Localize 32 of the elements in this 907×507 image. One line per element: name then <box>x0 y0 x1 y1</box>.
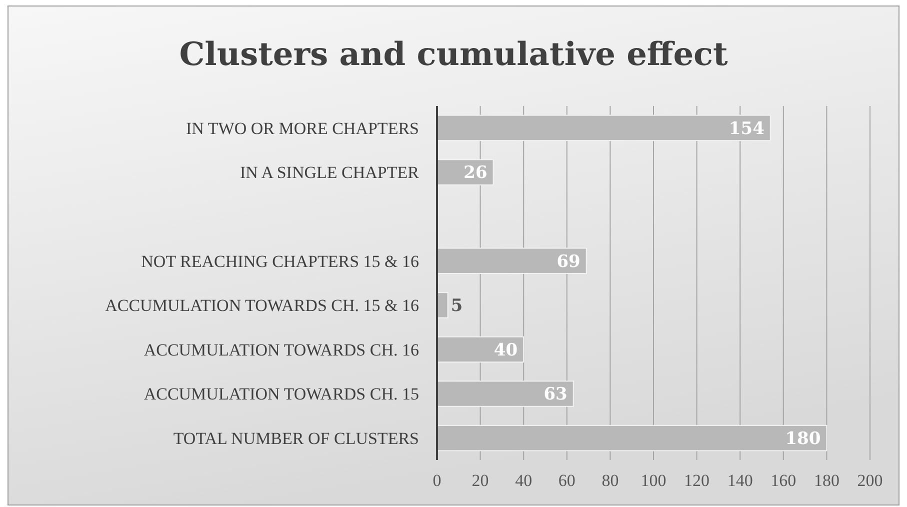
y-tick-label: IN TWO OR MORE CHAPTERS <box>186 118 419 138</box>
data-label: 40 <box>494 340 518 360</box>
data-label: 69 <box>556 252 580 272</box>
x-tick-label: 200 <box>857 471 883 490</box>
y-tick-label: ACCUMULATION TOWARDS CH. 16 <box>144 340 419 360</box>
bar <box>436 424 828 452</box>
y-tick-label: ACCUMULATION TOWARDS CH. 15 & 16 <box>105 296 419 316</box>
data-label: 180 <box>785 429 821 450</box>
x-tick-label: 140 <box>727 471 753 490</box>
y-tick-label: NOT REACHING CHAPTERS 15 & 16 <box>141 252 419 271</box>
x-tick-label: 0 <box>432 471 442 490</box>
y-tick-label: TOTAL NUMBER OF CLUSTERS <box>173 429 419 448</box>
bar <box>436 292 448 318</box>
chart-title: Clusters and cumulative effect <box>179 35 728 73</box>
x-tick-label: 160 <box>770 471 796 490</box>
x-tick-label: 40 <box>515 471 532 490</box>
x-tick-label: 60 <box>558 471 576 490</box>
x-tick-label: 80 <box>602 471 619 490</box>
x-tick-label: 100 <box>640 471 666 490</box>
y-tick-label: IN A SINGLE CHAPTER <box>240 163 420 182</box>
data-label: 26 <box>464 163 488 184</box>
y-tick-label: ACCUMULATION TOWARDS CH. 15 <box>144 384 419 404</box>
bar <box>436 380 574 407</box>
bar <box>436 114 771 142</box>
x-tick-label: 120 <box>684 471 710 490</box>
bar <box>436 248 587 274</box>
data-label: 63 <box>544 384 568 405</box>
x-tick-label: 20 <box>472 471 489 490</box>
x-tick-label: 180 <box>814 471 840 490</box>
bar <box>436 336 524 363</box>
data-label: 154 <box>728 118 765 139</box>
data-label: 5 <box>450 296 463 316</box>
